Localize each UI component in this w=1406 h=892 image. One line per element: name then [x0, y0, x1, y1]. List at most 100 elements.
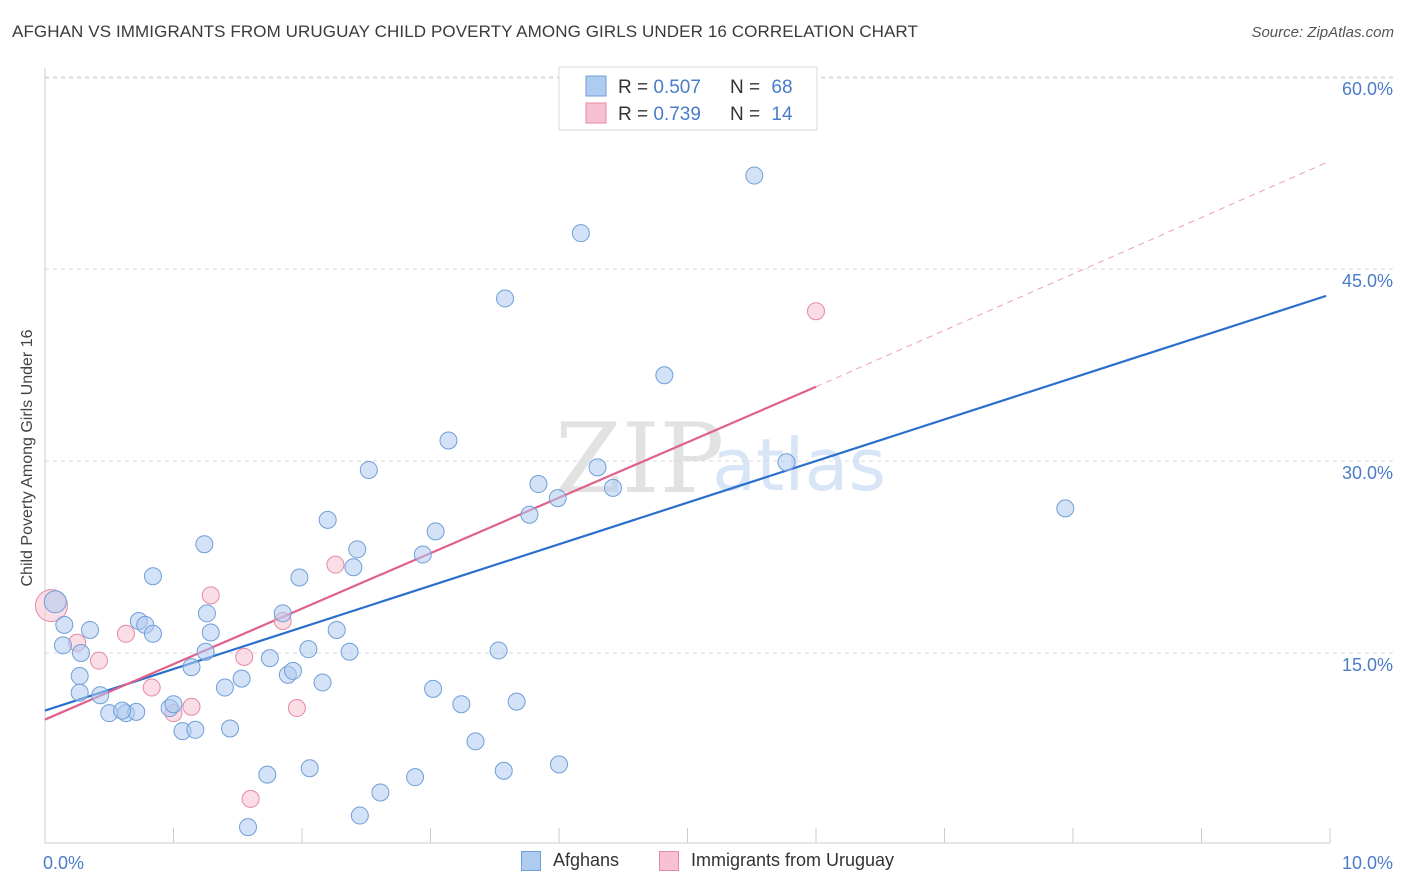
- point-afghans: [290, 568, 309, 587]
- point-afghans: [571, 224, 590, 243]
- point-afghans: [496, 289, 515, 308]
- point-afghans: [201, 623, 220, 642]
- point-afghans: [348, 540, 367, 559]
- point-afghans: [232, 669, 251, 688]
- y-tick-label: 15.0%: [1342, 655, 1393, 675]
- legend-swatch: [585, 102, 607, 124]
- point-afghans: [318, 510, 337, 529]
- point-afghans: [70, 667, 89, 686]
- point-afghans: [466, 732, 485, 751]
- point-afghans: [548, 489, 567, 508]
- point-afghans: [221, 719, 240, 738]
- point-afghans: [340, 642, 359, 661]
- point-afghans: [588, 458, 607, 477]
- point-uruguay: [89, 651, 108, 670]
- point-afghans: [196, 642, 215, 661]
- point-afghans: [745, 166, 764, 185]
- legend-label-afghans: Afghans: [553, 850, 620, 870]
- point-afghans: [359, 460, 378, 479]
- point-afghans: [186, 720, 205, 739]
- point-afghans: [413, 545, 432, 564]
- point-afghans: [299, 640, 318, 659]
- point-afghans: [195, 535, 214, 554]
- point-afghans: [603, 478, 622, 497]
- point-uruguay: [326, 555, 345, 574]
- point-afghans: [344, 558, 363, 577]
- legend-swatch-afghans: [521, 850, 541, 871]
- point-afghans: [164, 695, 183, 714]
- chart-title: AFGHAN VS IMMIGRANTS FROM URUGUAY CHILD …: [12, 22, 918, 41]
- point-afghans: [260, 649, 279, 668]
- watermark-atlas: atlas: [712, 423, 886, 507]
- source-label: Source: ZipAtlas.com: [1251, 24, 1394, 41]
- point-afghans: [258, 765, 277, 784]
- point-afghans: [70, 683, 89, 702]
- point-uruguay: [116, 624, 135, 643]
- y-tick-label: 60.0%: [1342, 79, 1393, 99]
- point-uruguay: [287, 699, 306, 718]
- point-uruguay: [182, 697, 201, 716]
- point-afghans: [550, 755, 568, 774]
- point-afghans: [80, 620, 99, 639]
- point-uruguay: [241, 789, 260, 808]
- y-tick-label: 30.0%: [1342, 463, 1393, 483]
- point-afghans: [143, 567, 162, 586]
- point-afghans: [182, 658, 201, 677]
- point-afghans: [350, 806, 369, 825]
- point-afghans: [494, 761, 513, 780]
- point-afghans: [655, 366, 674, 385]
- legend-stat-text: R = 0.739: [618, 104, 701, 125]
- legend-label-uruguay: Immigrants from Uruguay: [691, 850, 895, 870]
- point-afghans: [520, 505, 539, 524]
- point-afghans: [371, 783, 390, 802]
- point-afghans: [215, 678, 234, 697]
- point-uruguay: [807, 302, 825, 321]
- point-afghans: [71, 644, 90, 662]
- watermark-zip: ZIP: [555, 403, 724, 515]
- point-afghans: [507, 692, 526, 711]
- grid-lines: [45, 76, 1393, 654]
- point-afghans: [273, 604, 292, 623]
- legend-item-uruguay: Immigrants from Uruguay: [659, 850, 894, 871]
- point-afghans: [529, 475, 548, 494]
- point-afghans: [55, 615, 74, 634]
- point-afghans: [406, 768, 425, 787]
- legend-bottom: Afghans Immigrants from Uruguay: [0, 850, 1406, 878]
- legend-swatch-uruguay: [659, 850, 679, 871]
- point-afghans: [1056, 499, 1075, 518]
- legend-count-text: N = 14: [730, 104, 793, 125]
- point-afghans: [53, 636, 72, 655]
- point-afghans: [239, 818, 258, 837]
- point-afghans: [300, 759, 319, 778]
- legend-stat-text: R = 0.507: [618, 77, 701, 98]
- x-tick-label-max: 10.0%: [1342, 853, 1393, 873]
- point-uruguay: [235, 647, 254, 666]
- point-uruguay: [142, 678, 161, 697]
- point-afghans: [313, 673, 332, 692]
- point-afghans: [424, 679, 443, 698]
- legend-swatch: [585, 75, 607, 97]
- point-afghans: [91, 686, 110, 705]
- point-afghans: [143, 624, 162, 643]
- y-tick-label: 45.0%: [1342, 271, 1393, 291]
- data-points: [34, 166, 1075, 837]
- x-tick-label-min: 0.0%: [43, 853, 84, 873]
- point-afghans: [197, 604, 216, 623]
- point-afghans: [284, 661, 303, 680]
- legend-item-afghans: Afghans: [521, 850, 619, 871]
- point-afghans: [426, 522, 445, 541]
- legend-count-text: N = 68: [730, 77, 793, 98]
- legend-top: R = 0.507 N = 68 R = 0.739 N = 14: [558, 66, 818, 131]
- tick-labels: 15.0% 30.0% 45.0% 60.0% 0.0% 10.0%: [43, 79, 1393, 873]
- point-afghans: [452, 695, 471, 714]
- trend-line-afghans: [44, 294, 1327, 712]
- point-afghans: [327, 620, 346, 639]
- point-afghans: [113, 701, 132, 720]
- point-afghans: [43, 590, 67, 614]
- point-afghans: [489, 641, 508, 660]
- point-uruguay: [201, 586, 220, 605]
- point-afghans: [777, 453, 796, 472]
- point-afghans: [439, 431, 458, 450]
